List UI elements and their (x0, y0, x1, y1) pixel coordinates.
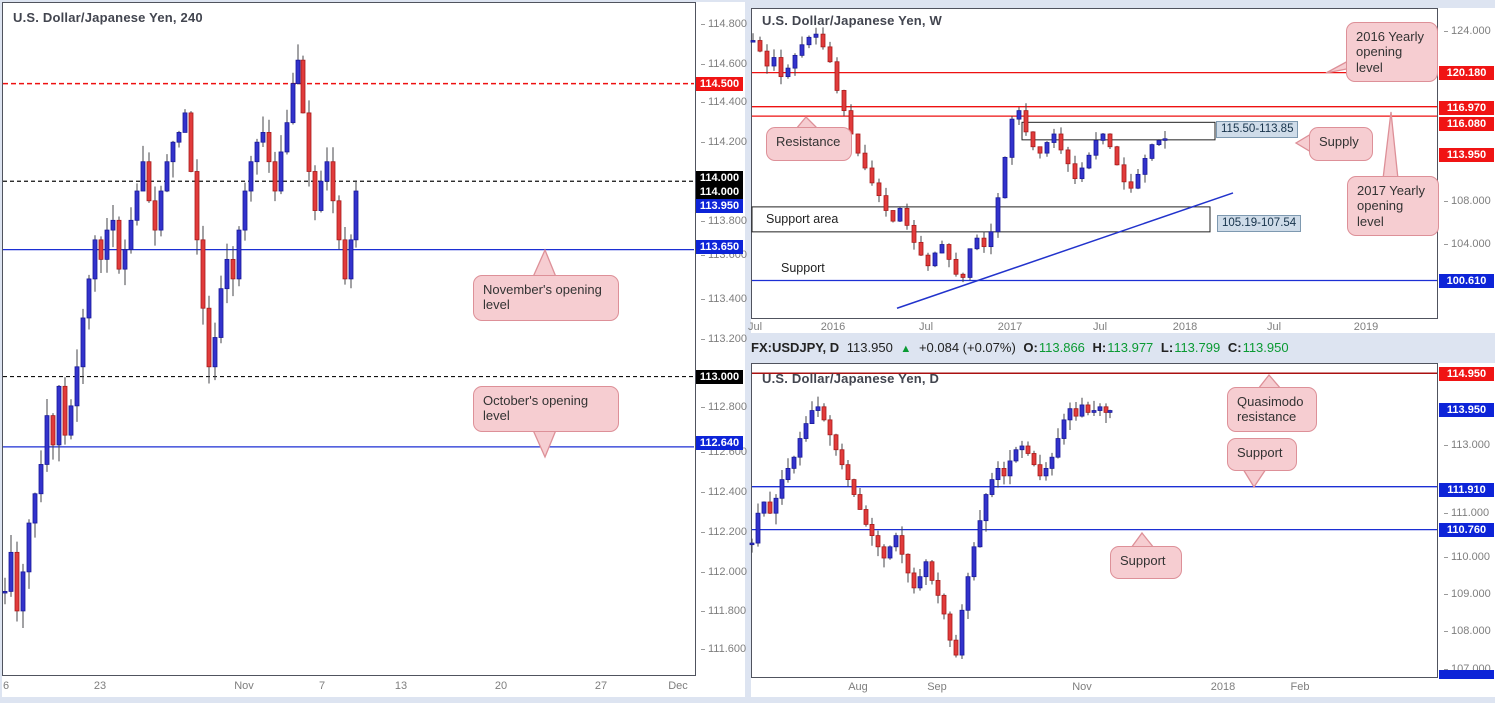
chart-weekly-title: U.S. Dollar/Japanese Yen, W (762, 13, 943, 28)
callout-tail (1294, 132, 1312, 154)
w1-support-area-zone (751, 206, 1211, 233)
d1-drawings (749, 372, 1437, 660)
up-triangle-icon: ▲ (900, 343, 912, 355)
callout-tail (794, 116, 820, 130)
callout-tail (1256, 373, 1283, 390)
low-value: 113.799 (1174, 340, 1221, 355)
callout-tail (1241, 468, 1268, 489)
last-price: 113.950 (846, 340, 893, 355)
open-label: O: (1023, 340, 1038, 355)
callout-tail (1382, 111, 1399, 180)
chart-daily-time-axis[interactable] (751, 678, 1438, 697)
callout-tail (531, 248, 557, 278)
chart-240-price-axis[interactable] (696, 2, 745, 697)
high-value: 113.977 (1107, 340, 1154, 355)
w1-drawings (750, 27, 1437, 309)
price-change: +0.084 (+0.07%) (918, 340, 1016, 355)
chart-weekly-time-axis[interactable] (751, 319, 1438, 333)
callout-tail (1325, 59, 1373, 74)
close-value: 113.950 (1242, 340, 1289, 355)
open-value: 113.866 (1038, 340, 1085, 355)
symbol-label: FX:USDJPY, D (751, 340, 840, 355)
chart-240-time-axis[interactable] (2, 676, 696, 697)
w1-trendline (896, 192, 1234, 309)
w1-supply-zone (1021, 121, 1216, 141)
chart-240-title: U.S. Dollar/Japanese Yen, 240 (13, 10, 203, 25)
callout-tail (1129, 531, 1156, 549)
status-bar: FX:USDJPY, D 113.950 ▲ +0.084 (+0.07%) O… (751, 340, 1491, 358)
callout-tail (531, 429, 557, 459)
h4-drawings (2, 44, 694, 628)
high-label: H: (1092, 340, 1107, 355)
close-label: C: (1227, 340, 1242, 355)
chart-240-plot-area[interactable] (2, 2, 696, 676)
low-label: L: (1160, 340, 1174, 355)
chart-daily-title: U.S. Dollar/Japanese Yen, D (762, 371, 940, 386)
